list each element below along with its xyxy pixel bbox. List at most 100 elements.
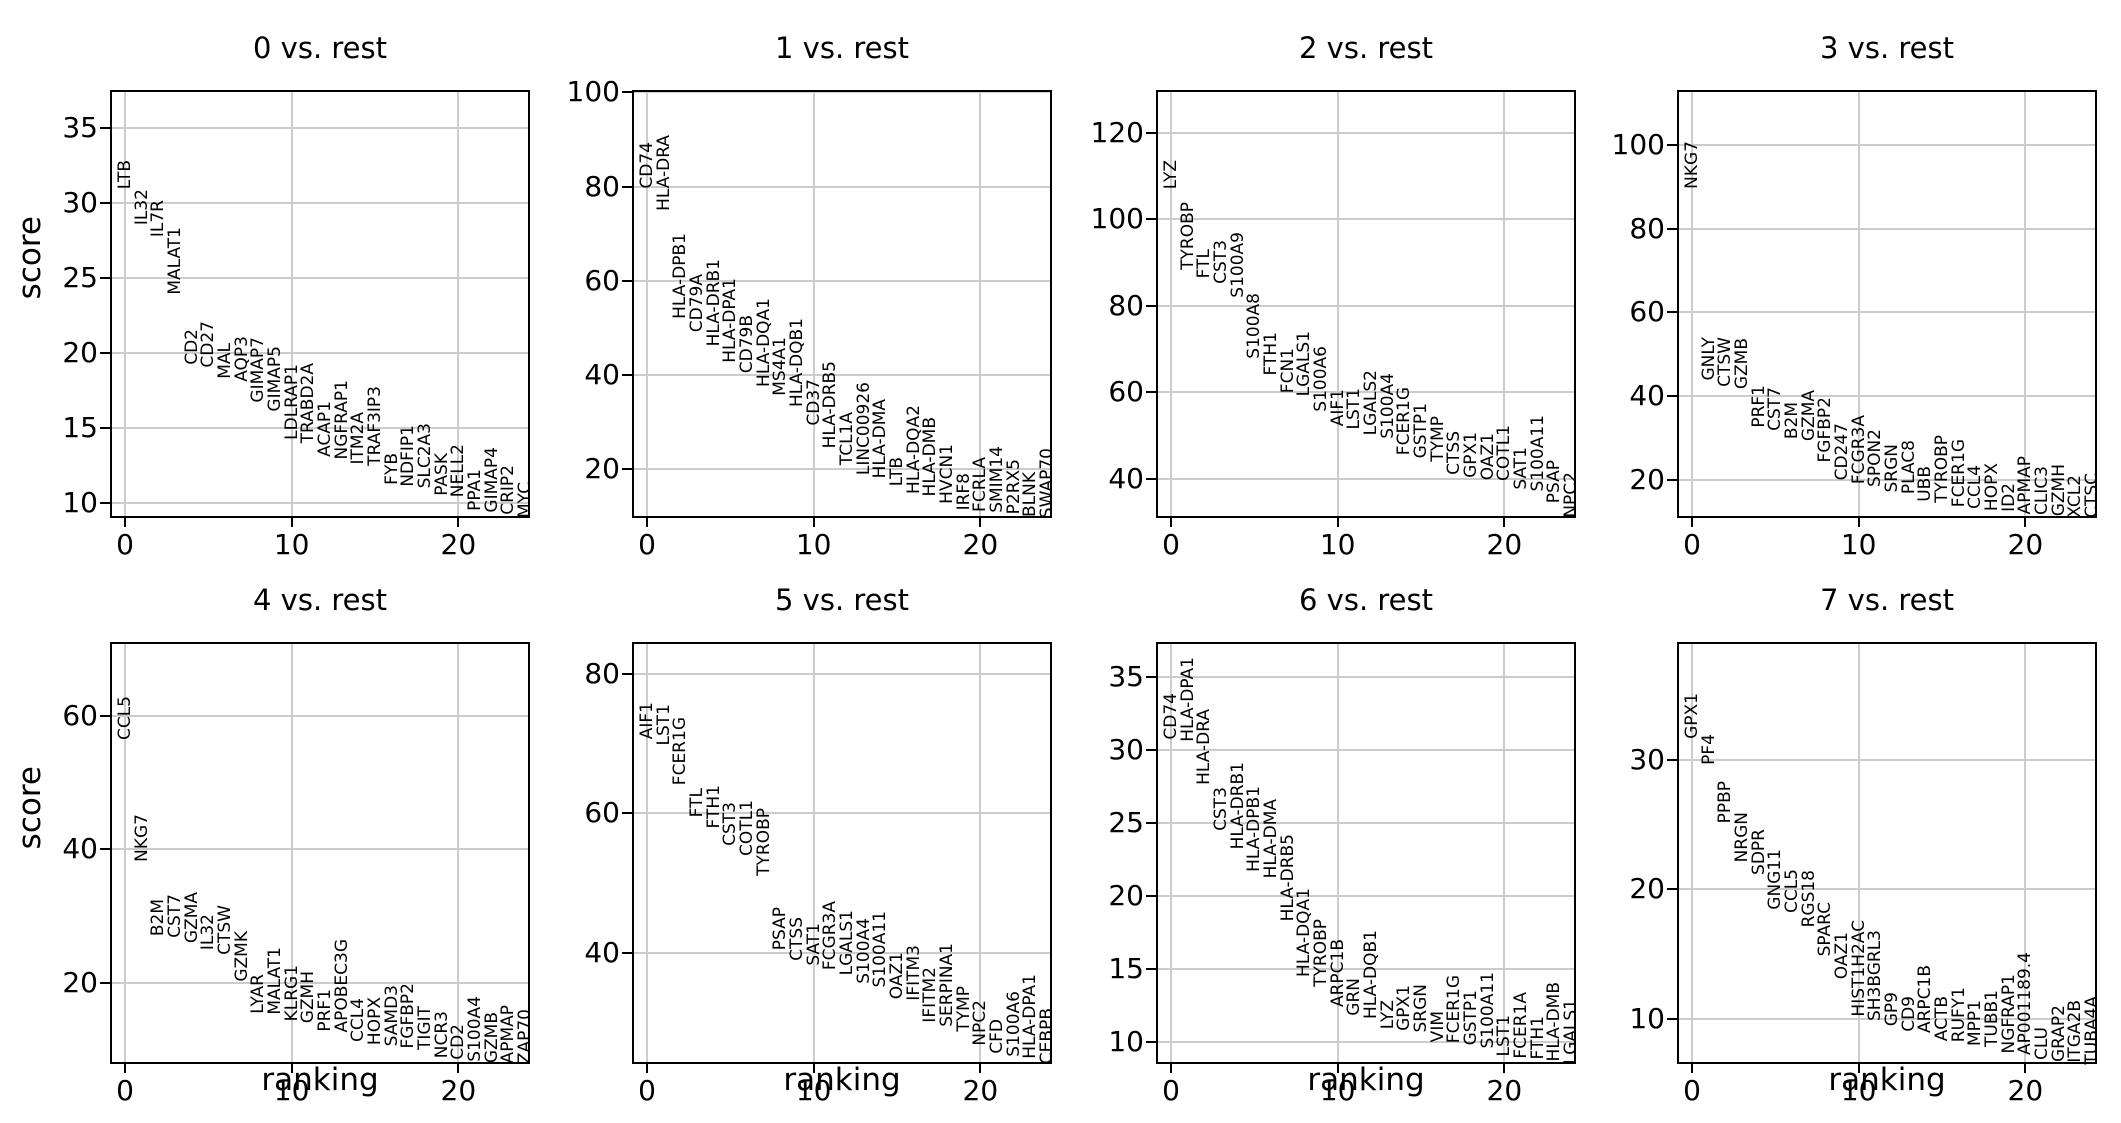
y-gridline: [1156, 968, 1576, 971]
x-tick-label: 0: [638, 528, 656, 562]
y-tick: [622, 373, 632, 376]
y-tick: [1667, 227, 1677, 230]
y-tick: [1146, 895, 1156, 898]
y-tick-label: 25: [62, 260, 98, 294]
y-tick-label: 80: [584, 169, 620, 203]
y-tick: [100, 201, 110, 204]
x-axis-label: ranking: [783, 1062, 901, 1098]
y-tick-label: 80: [1108, 288, 1144, 322]
subplot-title: 1 vs. rest: [775, 31, 909, 66]
x-tick: [1691, 1064, 1693, 1074]
x-tick: [1503, 518, 1506, 528]
x-gridline: [457, 90, 460, 519]
y-tick: [622, 185, 632, 188]
y-gridline: [1156, 478, 1576, 481]
y-tick: [1667, 888, 1677, 891]
plot-area: 40 60 80 100 120 0 10 20 LYZ TYROBP FTL CST3 S100A9 S…: [1091, 90, 1581, 561]
y-tick-label: 100: [1090, 202, 1144, 236]
subplot-1-vs-rest: 1 vs. rest 20 40 60 80 100 0 10 20 CD74 HLA-DRA HL…: [567, 6, 1057, 561]
y-tick-label: 20: [1108, 879, 1144, 913]
x-tick-label: 20: [962, 528, 999, 562]
x-tick: [646, 1064, 648, 1074]
x-tick: [812, 518, 815, 528]
x-gridline: [290, 90, 293, 519]
x-tick-label: 20: [2007, 1074, 2044, 1108]
y-tick: [100, 714, 110, 717]
x-tick-label: 10: [795, 528, 832, 562]
gene-label: SWAP70: [1036, 447, 1057, 519]
subplot-title: 2 vs. rest: [1299, 31, 1433, 66]
subplot-0-vs-rest: 0 vs. rest 10 15 20 25 30 35 0 10 20 LTB IL32 IL7R M…: [62, 6, 535, 561]
y-tick-label: 20: [62, 335, 98, 369]
x-gridline: [1857, 642, 1860, 1065]
y-tick: [1667, 1017, 1677, 1020]
x-tick: [124, 1064, 126, 1074]
x-tick: [290, 1064, 293, 1074]
y-tick-label: 30: [62, 185, 98, 219]
x-tick: [290, 518, 293, 528]
y-tick-label: 10: [1629, 1001, 1665, 1035]
y-tick: [622, 91, 632, 94]
y-gridline: [632, 185, 1052, 188]
y-tick: [1667, 143, 1677, 146]
y-gridline: [1156, 131, 1576, 134]
x-tick-label: 20: [440, 1074, 477, 1108]
plot-area: 40 60 80 0 10 20 AIF1 LST1 FCER1G FTL FTH1 CST3 COTL…: [584, 642, 1057, 1107]
y-gridline: [1156, 676, 1576, 679]
x-tick-label: 10: [1840, 1074, 1877, 1108]
x-tick: [124, 518, 126, 528]
x-tick-label: 0: [116, 528, 134, 562]
y-tick-label: 30: [1108, 733, 1144, 767]
y-tick-label: 40: [1629, 378, 1665, 412]
y-gridline: [1156, 822, 1576, 825]
y-gridline: [1156, 749, 1576, 752]
plot-area: 20 40 60 0 10 20 CCL5 NKG7 B2M CST7 GZMA IL32 CTSW GZ…: [62, 642, 535, 1107]
y-gridline: [632, 951, 1052, 954]
y-tick: [1146, 391, 1156, 394]
y-tick-label: 60: [62, 698, 98, 732]
y-tick: [1667, 758, 1677, 761]
y-tick-label: 20: [1629, 872, 1665, 906]
y-tick-label: 40: [584, 357, 620, 391]
y-tick: [100, 276, 110, 279]
x-tick: [2024, 1064, 2027, 1074]
y-tick: [100, 502, 110, 505]
y-tick-label: 40: [584, 935, 620, 969]
gene-label: S100A9: [1227, 231, 1248, 298]
x-tick-label: 20: [962, 1074, 999, 1108]
y-tick: [622, 951, 632, 954]
y-gridline: [632, 468, 1052, 471]
x-tick-label: 20: [1486, 528, 1523, 562]
x-gridline: [1336, 642, 1339, 1065]
y-tick-label: 120: [1090, 115, 1144, 149]
gene-label: FCER1G: [670, 717, 691, 786]
x-tick: [1170, 518, 1172, 528]
gene-label: GZMB: [1731, 337, 1752, 389]
x-gridline: [646, 642, 648, 1065]
y-gridline: [1677, 143, 2097, 146]
subplot-3-vs-rest: 3 vs. rest 20 40 60 80 100 0 10 20 NKG7 GNLY CTSW G…: [1612, 6, 2102, 561]
plot-area: 10 15 20 25 30 35 0 10 20 CD74 HLA-DPA1 HLA-DRA CST3…: [1108, 642, 1581, 1107]
gene-label: HLA-DRA: [1194, 709, 1215, 786]
x-tick-label: 20: [1486, 1074, 1523, 1108]
plot-area: 20 40 60 80 100 0 10 20 CD74 HLA-DRA HLA-DPB1 CD79A…: [567, 75, 1057, 561]
y-tick: [100, 982, 110, 985]
y-gridline: [632, 373, 1052, 376]
y-tick: [100, 427, 110, 430]
subplot-6-vs-rest: 6 vs. rest 10 15 20 25 30 35 0 10 20 CD74 HLA-DPA1…: [1108, 558, 1581, 1107]
x-tick: [812, 1064, 815, 1074]
gene-label: CCL5: [114, 695, 135, 740]
y-gridline: [1156, 895, 1576, 898]
x-tick-label: 0: [638, 1074, 656, 1108]
x-tick-label: 10: [795, 1074, 832, 1108]
x-gridline: [812, 642, 815, 1065]
y-tick-label: 15: [1108, 952, 1144, 986]
y-tick: [622, 468, 632, 471]
y-gridline: [1677, 227, 2097, 230]
y-tick-label: 100: [1611, 127, 1665, 161]
plot-area: 10 20 30 0 10 20 GPX1 PF4 PPBP NRGN SDPR GNG11 CCL5 R…: [1629, 642, 2102, 1107]
y-gridline: [1156, 391, 1576, 394]
x-gridline: [1170, 642, 1172, 1065]
x-gridline: [1691, 90, 1693, 519]
